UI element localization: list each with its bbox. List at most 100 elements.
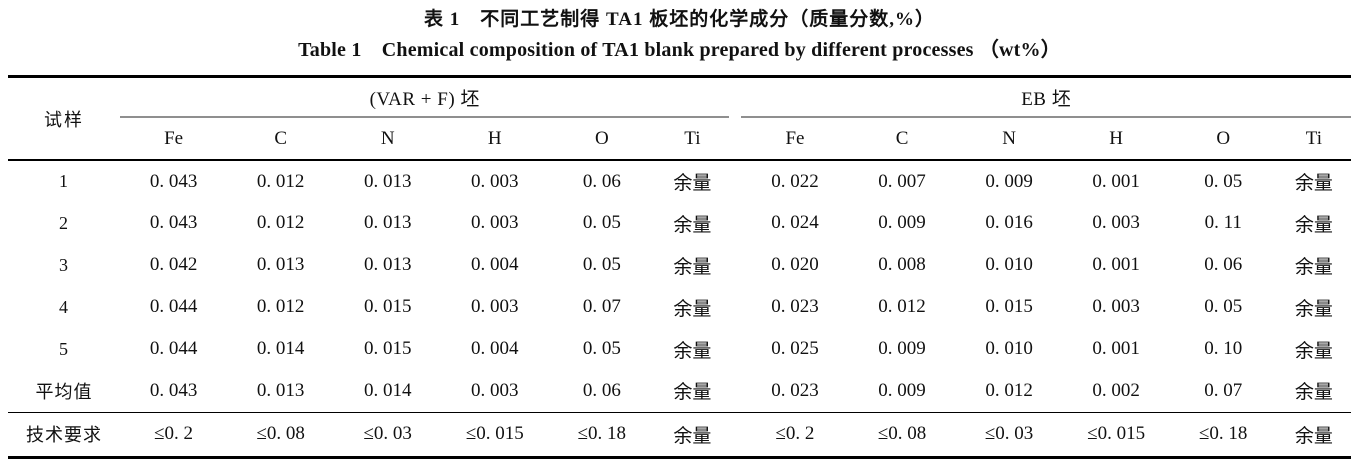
row-label: 2 xyxy=(59,212,70,233)
data-cell: ≤0. 2 xyxy=(120,411,228,457)
data-cell: 0. 013 xyxy=(256,379,305,401)
data-cell: 0. 008 xyxy=(878,254,926,275)
data-cell: 0. 012 xyxy=(985,379,1033,401)
column-header: N xyxy=(955,117,1063,161)
table-row: 4 0. 044 0. 012 0. 015 0. 003 0. 07 余量 0… xyxy=(8,286,1351,328)
data-cell: 余量 xyxy=(1294,256,1333,278)
data-cell: 0. 009 xyxy=(878,338,926,359)
data-cell: 0. 015 xyxy=(985,296,1033,317)
data-cell: 0. 05 xyxy=(1204,296,1243,317)
group-gap xyxy=(729,76,742,161)
data-cell: 余量 xyxy=(673,298,712,320)
data-cell: 0. 023 xyxy=(771,379,819,401)
row-label: 3 xyxy=(59,254,70,275)
data-cell: 0. 013 xyxy=(256,254,305,275)
data-cell: 0. 014 xyxy=(256,338,305,359)
data-cell: 0. 07 xyxy=(582,296,621,317)
table-row-requirement: 技术要求 ≤0. 2 ≤0. 08 ≤0. 03 ≤0. 015 ≤0. 18 … xyxy=(8,411,1351,457)
data-cell: 0. 003 xyxy=(471,170,519,192)
data-cell: 余量 xyxy=(1294,382,1333,404)
data-cell: 0. 015 xyxy=(363,338,412,359)
group-gap xyxy=(729,328,741,370)
row-label: 技术要求 xyxy=(8,411,121,457)
data-cell: 余量 xyxy=(673,382,712,404)
data-cell: 0. 010 xyxy=(985,254,1033,275)
data-cell: 0. 024 xyxy=(771,212,819,233)
data-cell: 0. 014 xyxy=(363,379,412,401)
data-cell: 0. 023 xyxy=(771,296,819,317)
data-cell: ≤0. 015 xyxy=(1062,411,1170,457)
data-cell: 0. 022 xyxy=(771,170,819,192)
table-title-zh: 表 1 不同工艺制得 TA1 板坯的化学成分（质量分数,%） xyxy=(424,9,935,30)
data-cell: 0. 044 xyxy=(149,296,198,317)
group-gap xyxy=(729,286,741,328)
group-gap xyxy=(729,370,741,412)
data-cell: 0. 015 xyxy=(363,296,412,317)
data-cell: 0. 001 xyxy=(1092,254,1140,275)
data-cell: 0. 10 xyxy=(1204,338,1243,359)
table-row: 5 0. 044 0. 014 0. 015 0. 004 0. 05 余量 0… xyxy=(8,328,1351,370)
table-row-average: 平均值 0. 043 0. 013 0. 014 0. 003 0. 06 余量… xyxy=(8,370,1351,412)
data-cell: ≤0. 03 xyxy=(334,411,442,457)
data-cell: ≤0. 08 xyxy=(227,411,335,457)
row-label: 1 xyxy=(59,171,70,191)
data-cell: 0. 009 xyxy=(985,170,1033,192)
data-cell: 0. 003 xyxy=(1092,212,1140,233)
data-cell: 0. 003 xyxy=(471,212,519,233)
data-cell: 0. 05 xyxy=(582,212,621,233)
data-cell: 余量 xyxy=(673,214,712,236)
data-cell: 0. 012 xyxy=(878,296,926,317)
data-cell: ≤0. 015 xyxy=(441,411,549,457)
data-cell: 0. 06 xyxy=(1204,254,1243,275)
data-cell: 0. 05 xyxy=(582,254,621,275)
data-cell: 0. 043 xyxy=(149,379,198,401)
column-header: C xyxy=(227,117,335,161)
data-cell: 0. 003 xyxy=(471,379,519,401)
data-cell: 0. 002 xyxy=(1092,379,1140,401)
data-cell: 余量 xyxy=(673,173,712,194)
column-header: H xyxy=(441,117,549,161)
column-header-row: Fe C N H O Ti Fe C N H O Ti xyxy=(8,117,1351,161)
data-cell: 0. 012 xyxy=(256,170,305,192)
data-cell: 0. 016 xyxy=(985,212,1033,233)
data-cell: 0. 001 xyxy=(1092,338,1140,359)
group-gap xyxy=(729,202,741,244)
table-row: 1 0. 043 0. 012 0. 013 0. 003 0. 06 余量 0… xyxy=(8,160,1351,202)
data-cell: 0. 013 xyxy=(363,254,412,275)
data-cell: 0. 06 xyxy=(582,170,621,192)
column-header: O xyxy=(548,117,656,161)
column-header: N xyxy=(334,117,442,161)
data-cell: 0. 05 xyxy=(1204,170,1243,192)
data-cell: 0. 012 xyxy=(256,212,305,233)
data-cell: 0. 044 xyxy=(149,338,198,359)
data-cell: 余量 xyxy=(1294,298,1333,320)
data-cell: 0. 07 xyxy=(1204,379,1243,401)
data-cell: 0. 05 xyxy=(582,338,621,359)
data-cell: ≤0. 18 xyxy=(548,411,656,457)
data-cell: ≤0. 03 xyxy=(955,411,1063,457)
group-header-var-f: (VAR + F) 坯 xyxy=(120,76,730,118)
row-label: 平均值 xyxy=(35,381,93,402)
group-header-row: 试样 (VAR + F) 坯 EB 坯 xyxy=(8,76,1351,161)
composition-table: 试样 (VAR + F) 坯 EB 坯 Fe C N H O Ti Fe C N… xyxy=(8,75,1351,459)
column-header: Fe xyxy=(120,117,228,161)
data-cell: ≤0. 08 xyxy=(848,411,956,457)
data-cell: 余量 xyxy=(1294,340,1333,362)
data-cell: 余量 xyxy=(655,411,730,457)
data-cell: 0. 043 xyxy=(149,212,198,233)
data-cell: 0. 003 xyxy=(1092,296,1140,317)
column-header: C xyxy=(848,117,956,161)
data-cell: 0. 06 xyxy=(582,379,621,401)
data-cell: 0. 11 xyxy=(1204,212,1242,233)
row-label: 5 xyxy=(59,338,70,359)
data-cell: 0. 004 xyxy=(471,338,519,359)
column-header: Fe xyxy=(741,117,849,161)
data-cell: 余量 xyxy=(1294,214,1333,236)
table-title-en: Table 1 Chemical composition of TA1 blan… xyxy=(298,39,1061,61)
group-gap xyxy=(729,244,741,286)
data-cell: 0. 025 xyxy=(771,338,819,359)
data-cell: 余量 xyxy=(1294,173,1333,194)
column-header: Ti xyxy=(655,117,730,161)
data-cell: 余量 xyxy=(673,256,712,278)
